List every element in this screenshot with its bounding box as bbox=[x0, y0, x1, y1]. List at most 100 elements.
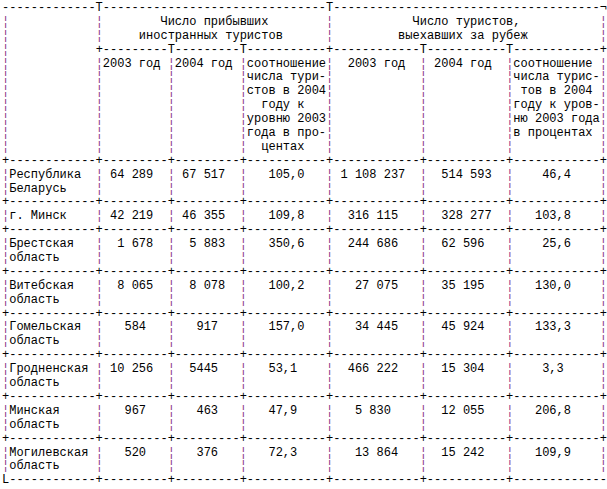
table-line: ¦область ¦ ¦ ¦ ¦ ¦ ¦ ¦ bbox=[2, 252, 607, 266]
value-cell bbox=[103, 251, 168, 265]
value-cell: 1 108 237 bbox=[333, 168, 419, 182]
column-divider: ¦ bbox=[420, 418, 427, 432]
column-divider: ¦ bbox=[600, 446, 607, 460]
value-cell: 584 bbox=[103, 320, 168, 334]
header-cell bbox=[427, 140, 506, 154]
region-cell: г. Минск bbox=[9, 209, 95, 223]
header-cell bbox=[103, 84, 168, 98]
column-divider: ¦ bbox=[420, 209, 427, 223]
column-divider: ¦ bbox=[600, 418, 607, 432]
table-line: +------------+---------+---------+------… bbox=[2, 349, 607, 363]
table-line: ¦ ¦ ¦ ¦стов в 2004¦ ¦ ¦ тов в 2004 ¦ bbox=[2, 85, 607, 99]
column-divider: ¦ bbox=[240, 98, 247, 112]
column-divider: ¦ bbox=[600, 279, 607, 293]
table-line: ¦ ¦ иностранных туристов ¦ выехавших за … bbox=[2, 30, 607, 44]
table-line: ¦Республика ¦ 64 289 ¦ 67 517 ¦ 105,0 ¦ … bbox=[2, 169, 607, 183]
table-line: ¦Беларусь ¦ ¦ ¦ ¦ ¦ ¦ ¦ bbox=[2, 183, 607, 197]
value-cell bbox=[427, 459, 506, 473]
value-cell: 103,8 bbox=[513, 209, 599, 223]
region-cell: Могилевская bbox=[9, 446, 95, 460]
value-cell bbox=[513, 459, 599, 473]
column-divider: ¦ bbox=[600, 140, 607, 154]
column-divider: ¦ bbox=[420, 293, 427, 307]
column-divider: ¦ bbox=[168, 57, 175, 71]
value-cell bbox=[175, 418, 240, 432]
header-cell: числа турис- bbox=[513, 70, 599, 84]
column-divider: ¦ bbox=[420, 362, 427, 376]
column-divider: ¦ bbox=[168, 293, 175, 307]
column-divider: ¦ bbox=[96, 418, 103, 432]
header-cell: в процентах bbox=[513, 126, 599, 140]
column-divider: ¦ bbox=[420, 57, 427, 71]
value-cell: 67 517 bbox=[175, 168, 240, 182]
column-divider: ¦ bbox=[96, 15, 103, 29]
header-cell: года в про- bbox=[247, 126, 326, 140]
header-cell bbox=[333, 112, 419, 126]
column-divider: ¦ bbox=[96, 112, 103, 126]
value-cell bbox=[427, 376, 506, 390]
value-cell: 53,1 bbox=[247, 362, 326, 376]
table-line: ¦ ¦ ¦ ¦ центах ¦ ¦ ¦ ¦ bbox=[2, 141, 607, 155]
column-divider: ¦ bbox=[168, 251, 175, 265]
column-divider: ¦ bbox=[240, 279, 247, 293]
column-divider: ¦ bbox=[420, 404, 427, 418]
table-line: ¦область ¦ ¦ ¦ ¦ ¦ ¦ ¦ bbox=[2, 419, 607, 433]
row-divider: +------------+---------+---------+------… bbox=[2, 348, 607, 362]
column-divider: ¦ bbox=[600, 57, 607, 71]
region-cell: Брестская bbox=[9, 237, 95, 251]
table-line: +------------+---------+---------+------… bbox=[2, 433, 607, 447]
region-cell: Витебская bbox=[9, 279, 95, 293]
value-cell: 328 277 bbox=[427, 209, 506, 223]
value-cell bbox=[247, 376, 326, 390]
column-divider: ¦ bbox=[420, 70, 427, 84]
row-divider: +------------+---------+---------+------… bbox=[2, 195, 607, 209]
value-cell bbox=[333, 182, 419, 196]
column-divider: ¦ bbox=[168, 320, 175, 334]
value-cell bbox=[513, 334, 599, 348]
column-divider: ¦ bbox=[240, 237, 247, 251]
value-cell: 105,0 bbox=[247, 168, 326, 182]
column-divider: ¦ bbox=[96, 98, 103, 112]
row-divider: +------------+---------+---------+------… bbox=[2, 307, 607, 321]
column-divider: ¦ bbox=[168, 98, 175, 112]
column-divider: ¦ bbox=[420, 182, 427, 196]
value-cell: 316 115 bbox=[333, 209, 419, 223]
value-cell bbox=[333, 459, 419, 473]
header-cell: ню 2003 года bbox=[513, 112, 599, 126]
value-cell: 157,0 bbox=[247, 320, 326, 334]
region-cell: область bbox=[9, 293, 95, 307]
column-divider: ¦ bbox=[240, 446, 247, 460]
column-divider: ¦ bbox=[240, 70, 247, 84]
value-cell bbox=[247, 459, 326, 473]
value-cell: 100,2 bbox=[247, 279, 326, 293]
header-cell: 2003 год bbox=[333, 57, 419, 71]
column-divider: ¦ bbox=[168, 418, 175, 432]
value-cell bbox=[247, 293, 326, 307]
table-line: -------------T--------------------------… bbox=[2, 2, 607, 16]
group2-header: выехавших за рубеж bbox=[333, 29, 599, 43]
value-cell bbox=[103, 459, 168, 473]
group2-header: Число туристов, bbox=[333, 15, 599, 29]
column-divider: ¦ bbox=[96, 293, 103, 307]
value-cell: 5 830 bbox=[333, 404, 419, 418]
column-divider: ¦ bbox=[600, 362, 607, 376]
column-divider: ¦ bbox=[600, 459, 607, 473]
region-cell: область bbox=[9, 459, 95, 473]
region-cell: область bbox=[9, 334, 95, 348]
value-cell: 15 304 bbox=[427, 362, 506, 376]
value-cell: 8 078 bbox=[175, 279, 240, 293]
column-divider: ¦ bbox=[168, 376, 175, 390]
column-divider: ¦ bbox=[420, 84, 427, 98]
value-cell: 206,8 bbox=[513, 404, 599, 418]
header-cell: году к уров- bbox=[513, 98, 599, 112]
value-cell: 109,8 bbox=[247, 209, 326, 223]
column-divider: ¦ bbox=[600, 320, 607, 334]
value-cell: 72,3 bbox=[247, 446, 326, 460]
column-divider: ¦ bbox=[96, 251, 103, 265]
header-cell bbox=[175, 98, 240, 112]
column-divider: ¦ bbox=[420, 112, 427, 126]
column-divider: ¦ bbox=[96, 376, 103, 390]
column-divider: ¦ bbox=[240, 362, 247, 376]
column-divider: ¦ bbox=[240, 251, 247, 265]
region-header-cell bbox=[9, 70, 95, 84]
